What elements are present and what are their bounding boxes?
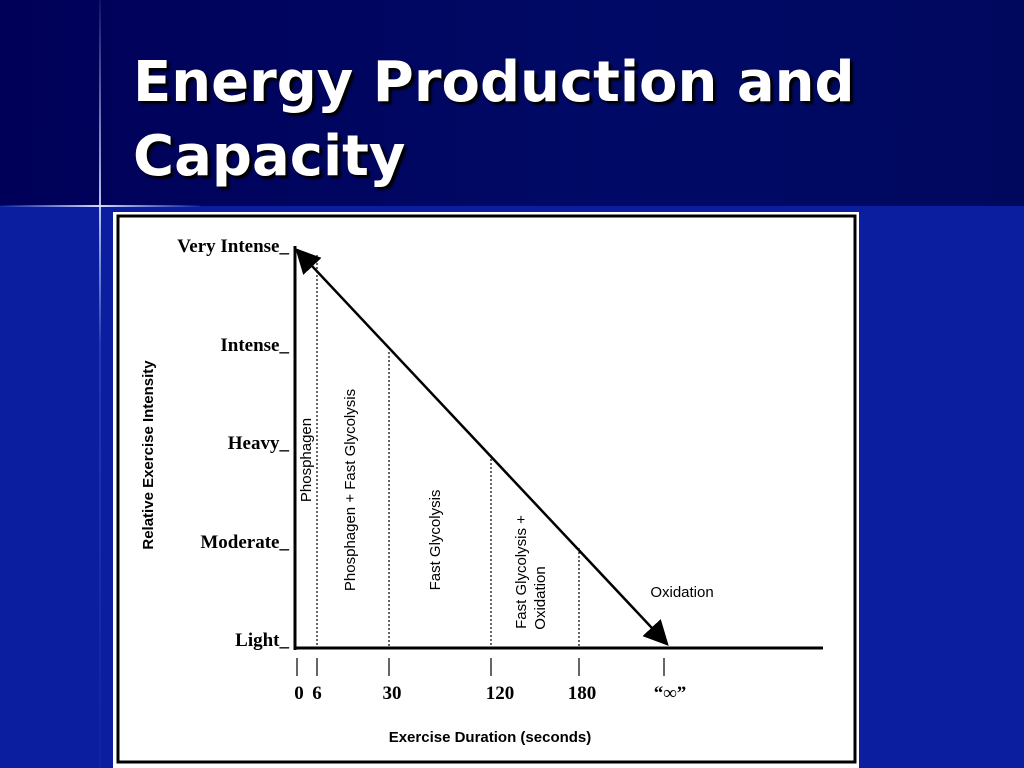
x-label: 180 [568,683,597,704]
y-label: Very Intense_ [177,236,289,257]
region-label: Fast Glycolysis + [513,515,530,629]
header-band [0,0,1024,206]
intensity-arrow [295,248,669,646]
y-label: Moderate_ [200,532,289,553]
x-label: 120 [486,683,515,704]
x-label: “∞” [654,683,687,704]
region-label: Oxidation [532,566,549,629]
region-label: Phosphagen [298,418,315,502]
title-line: Capacity [133,124,406,189]
y-label: Light_ [235,630,289,651]
region-label: Fast Glycolysis [427,490,444,591]
y-label: Heavy_ [228,433,290,454]
x-label: 0 [294,683,304,704]
x-axis-title: Exercise Duration (seconds) [389,729,592,746]
region-label: Oxidation [650,584,713,601]
accent-line [99,0,101,768]
y-axis-title: Relative Exercise Intensity [140,360,157,550]
accent-line [0,205,200,207]
x-label: 6 [312,683,322,704]
slide-title: Energy Production and Capacity [133,46,855,194]
title-line: Energy Production and [133,50,855,115]
figure-border [116,214,857,764]
x-label: 30 [383,683,402,704]
region-label: Phosphagen + Fast Glycolysis [342,389,359,591]
y-label: Intense_ [220,335,289,356]
